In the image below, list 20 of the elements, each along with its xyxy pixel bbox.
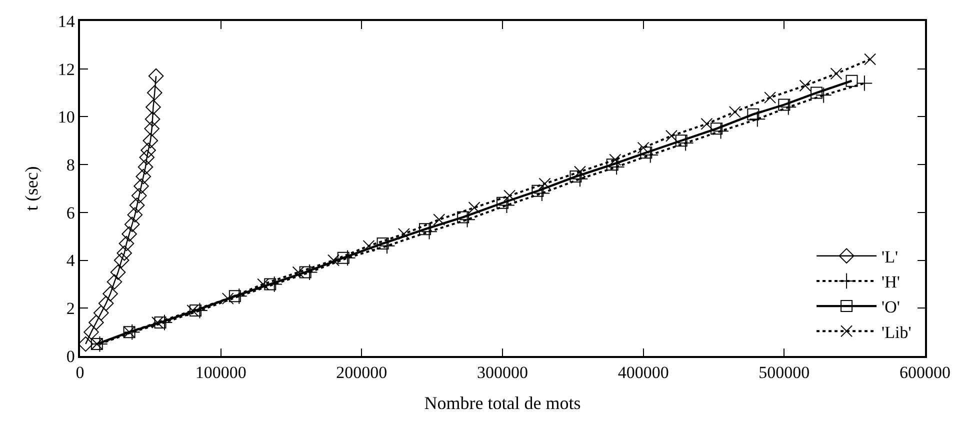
legend-label: 'Lib' — [882, 322, 912, 342]
legend-label: 'O' — [882, 298, 900, 317]
y-tick-label: 2 — [66, 299, 75, 318]
x-tick-label: 200000 — [336, 363, 388, 382]
x-tick-label: 600000 — [900, 363, 950, 382]
y-tick-label: 12 — [58, 60, 75, 79]
x-tick-label: 500000 — [758, 363, 810, 382]
legend-label: 'L' — [882, 247, 898, 266]
y-tick-label: 14 — [58, 12, 76, 31]
x-tick-label: 100000 — [195, 363, 246, 382]
y-tick-label: 0 — [66, 346, 75, 366]
y-tick-label: 8 — [66, 156, 75, 175]
x-tick-label: 300000 — [477, 363, 528, 382]
y-axis-title: t (sec) — [22, 166, 42, 211]
y-tick-label: 4 — [66, 251, 76, 270]
x-axis-title: Nombre total de mots — [424, 392, 581, 413]
legend-label: 'H' — [882, 272, 900, 292]
y-tick-label: 10 — [58, 108, 75, 127]
x-tick-label: 400000 — [618, 363, 669, 382]
y-tick-label: 6 — [66, 203, 75, 222]
